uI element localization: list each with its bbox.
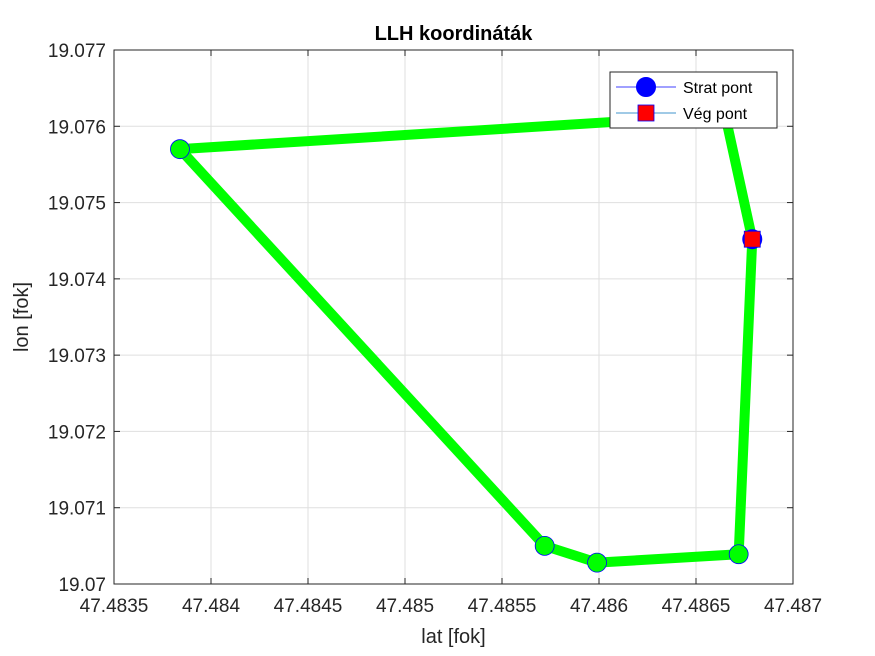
ticks: 47.4835 47.484 47.4845 47.485 47.4855 47.486 4… bbox=[48, 41, 822, 617]
x-tick-label: 47.487 bbox=[764, 596, 822, 617]
y-tick-label: 19.073 bbox=[48, 346, 106, 367]
legend-end-label: Vég pont bbox=[683, 106, 748, 123]
x-tick-label: 47.484 bbox=[182, 596, 241, 617]
y-tick-label: 19.072 bbox=[48, 422, 106, 443]
legend-item-end: Vég pont bbox=[616, 104, 748, 123]
chart-title: LLH koordináták bbox=[375, 23, 534, 45]
waypoint-marker bbox=[170, 139, 190, 160]
legend: Strat pont Vég pont bbox=[609, 71, 778, 129]
y-tick-label: 19.074 bbox=[48, 270, 107, 291]
waypoint-marker bbox=[587, 552, 607, 573]
x-tick-label: 47.4865 bbox=[662, 596, 731, 617]
plot-area bbox=[114, 50, 793, 584]
x-tick-label: 47.486 bbox=[570, 596, 628, 617]
x-tick-label: 47.4845 bbox=[274, 596, 343, 617]
y-tick-label: 19.076 bbox=[48, 117, 106, 138]
x-tick-label: 47.4835 bbox=[80, 596, 149, 617]
y-tick-label: 19.07 bbox=[58, 575, 106, 596]
x-tick-label: 47.4855 bbox=[468, 596, 537, 617]
waypoint-marker bbox=[534, 535, 555, 556]
legend-start-label: Strat pont bbox=[683, 80, 753, 97]
x-axis-label: lat [fok] bbox=[421, 626, 485, 648]
y-axis-label: lon [fok] bbox=[11, 282, 33, 352]
legend-item-start: Strat pont bbox=[616, 77, 753, 97]
waypoint-marker bbox=[728, 544, 749, 565]
y-tick-label: 19.075 bbox=[48, 194, 106, 215]
axes-box bbox=[113, 49, 794, 585]
end-point-marker bbox=[743, 230, 761, 248]
y-tick-label: 19.077 bbox=[48, 41, 106, 62]
legend-end-marker bbox=[637, 104, 655, 122]
legend-start-marker bbox=[636, 77, 656, 97]
x-tick-label: 47.485 bbox=[376, 596, 434, 617]
y-tick-label: 19.071 bbox=[48, 499, 106, 520]
